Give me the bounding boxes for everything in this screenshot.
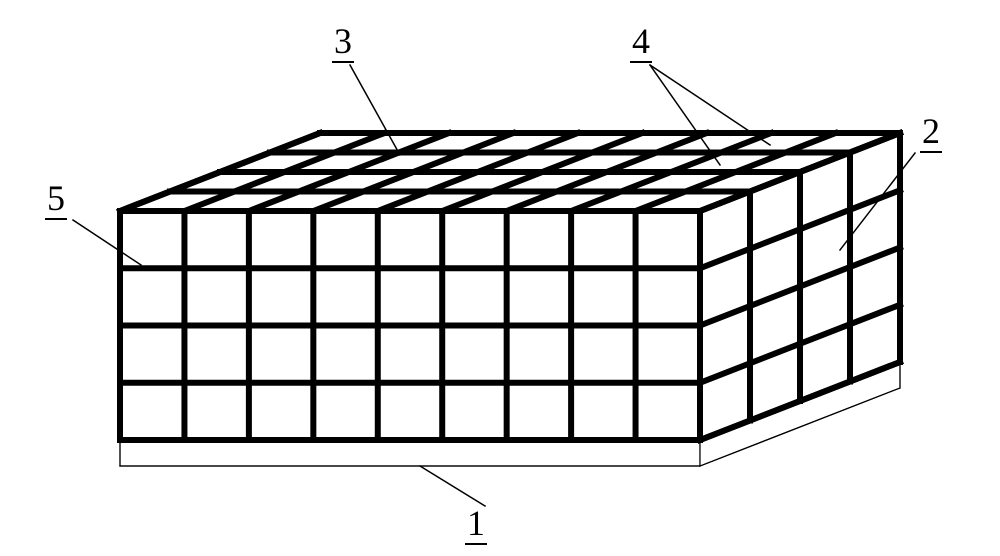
callout-label-1: 1 [465,502,487,544]
callout-label-3: 3 [332,20,354,62]
callout-label-2: 2 [920,110,942,152]
callout-label-4: 4 [630,20,652,62]
callout-label-5: 5 [45,177,67,219]
